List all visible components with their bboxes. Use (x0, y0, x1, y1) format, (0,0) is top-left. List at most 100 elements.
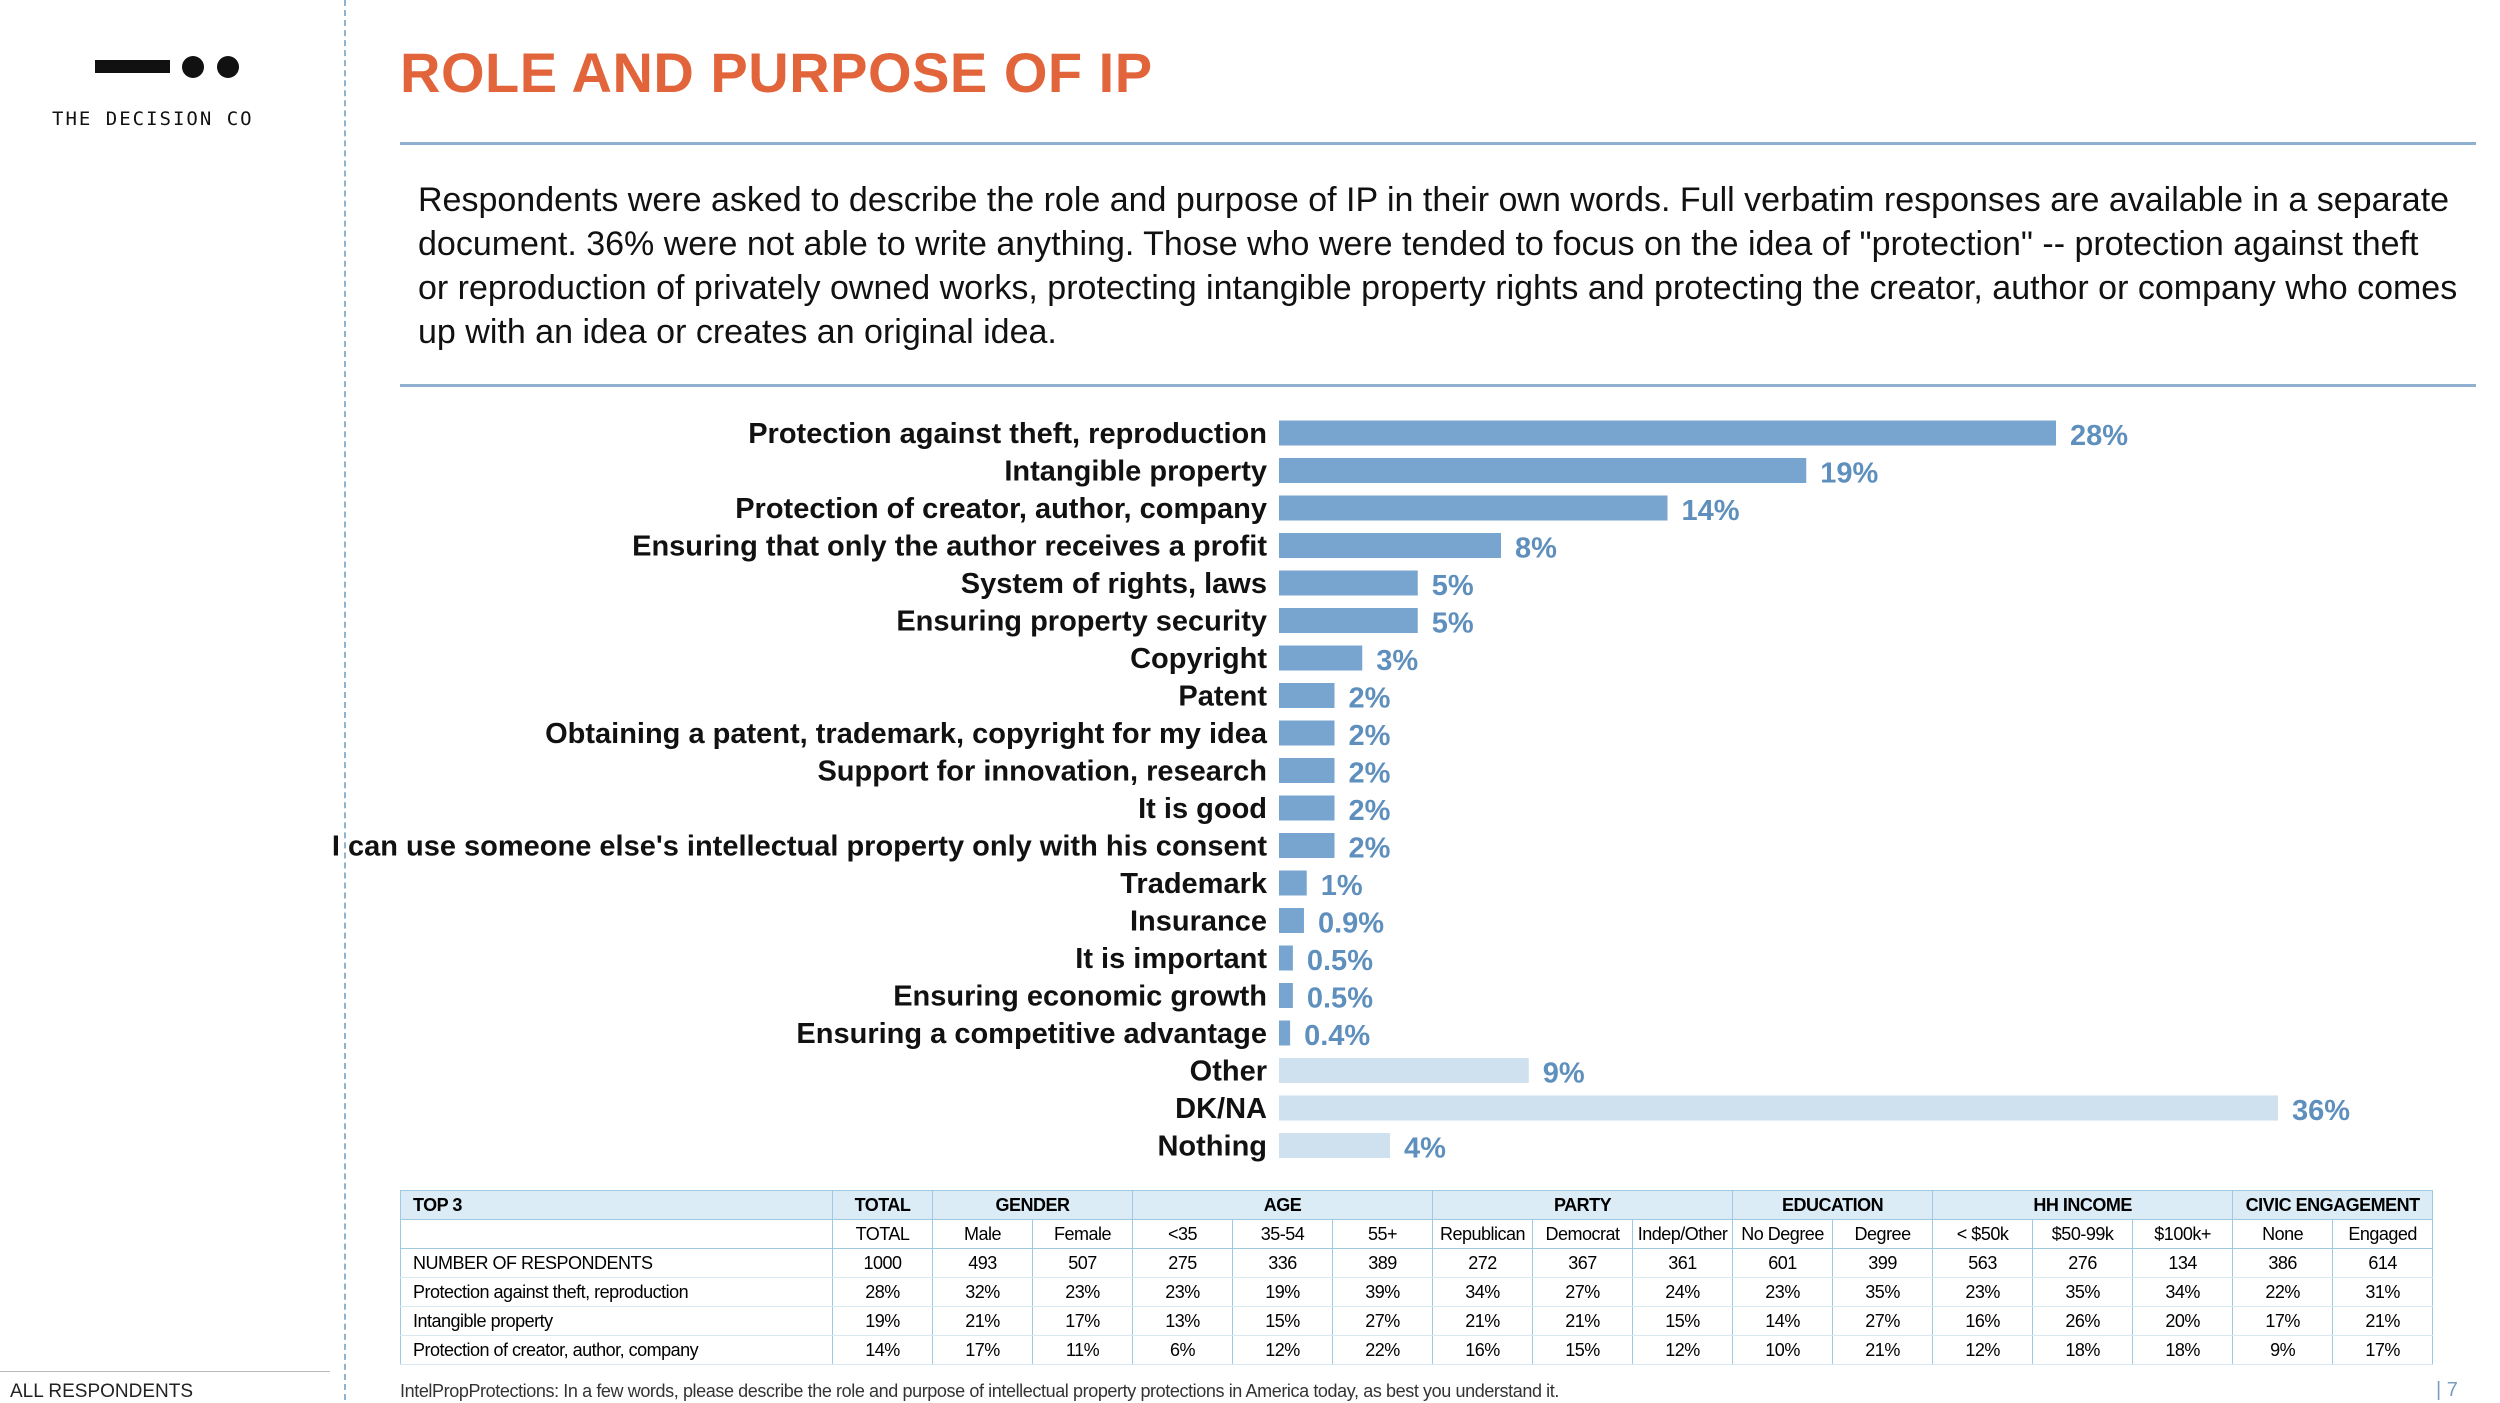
column-header: 55+ (1332, 1219, 1434, 1249)
table-title: TOP 3 (400, 1190, 833, 1220)
intro-paragraph: Respondents were asked to describe the r… (418, 181, 2458, 351)
table-cell: 22% (2232, 1277, 2334, 1307)
table-cell: 31% (2332, 1277, 2434, 1307)
table-cell: 275 (1132, 1248, 1234, 1278)
data-label: 3% (1376, 645, 1418, 677)
table-cell: 21% (2332, 1306, 2434, 1336)
table-cell: 21% (1832, 1335, 1934, 1365)
bar (1279, 870, 1307, 896)
bar (1279, 570, 1418, 596)
category-label: Ensuring that only the author receives a… (632, 531, 1267, 563)
table-cell: 35% (1832, 1277, 1934, 1307)
table-cell: 27% (1532, 1277, 1634, 1307)
data-label: 0.9% (1318, 908, 1384, 940)
brand-name: THE DECISION CO (52, 108, 254, 130)
row-label: Protection of creator, author, company (400, 1335, 833, 1365)
table-cell: 134 (2132, 1248, 2234, 1278)
column-header: Democrat (1532, 1219, 1634, 1249)
table-cell: 23% (1132, 1277, 1234, 1307)
category-label: DK/NA (1175, 1093, 1267, 1125)
intro-divider (400, 384, 2476, 387)
table-row: Protection of creator, author, company 14… (400, 1335, 2434, 1365)
table-cell: 17% (2332, 1335, 2434, 1365)
page-number: | 7 (2436, 1379, 2458, 1401)
logo-dot-shape (217, 56, 239, 78)
table-cell: 15% (1532, 1335, 1634, 1365)
table-cell: 361 (1632, 1248, 1734, 1278)
category-label: Trademark (1120, 868, 1268, 900)
table-cell: 1000 (832, 1248, 933, 1278)
table-cell: 389 (1332, 1248, 1434, 1278)
table-cell: 34% (2132, 1277, 2234, 1307)
category-label: Ensuring property security (896, 606, 1267, 638)
bar (1279, 683, 1335, 708)
bar (1279, 983, 1293, 1008)
data-label: 0.4% (1304, 1020, 1370, 1052)
column-header: Male (932, 1219, 1033, 1249)
table-cell: 32% (932, 1277, 1033, 1307)
bar (1279, 758, 1335, 783)
bar (1279, 1133, 1390, 1158)
column-header: 35-54 (1232, 1219, 1334, 1249)
table-cell: 12% (1632, 1335, 1734, 1365)
table-cell: 16% (1432, 1335, 1534, 1365)
table-cell: 28% (832, 1277, 933, 1307)
crosstab-table: TOP 3 TOTAL GENDER AGE PARTY EDUCATION HH INCO… (400, 1190, 2434, 1365)
data-label: 19% (1820, 458, 1878, 490)
table-cell: 493 (932, 1248, 1033, 1278)
group-header: EDUCATION (1732, 1190, 1934, 1220)
table-cell: 272 (1432, 1248, 1534, 1278)
table-cell: 276 (2032, 1248, 2134, 1278)
table-cell: 14% (1732, 1306, 1834, 1336)
data-label: 9% (1543, 1058, 1585, 1090)
table-cell: 12% (1932, 1335, 2034, 1365)
category-label: Protection against theft, reproduction (748, 418, 1267, 450)
header-divider (400, 142, 2476, 145)
group-header: HH INCOME (1932, 1190, 2234, 1220)
table-cell: 34% (1432, 1277, 1534, 1307)
category-label: Ensuring economic growth (893, 981, 1267, 1013)
table-cell: 21% (1432, 1306, 1534, 1336)
logo-bar-shape (95, 60, 170, 73)
table-cell: 367 (1532, 1248, 1634, 1278)
group-header: AGE (1132, 1190, 1434, 1220)
column-header: $50-99k (2032, 1219, 2134, 1249)
table-cell: 14% (832, 1335, 933, 1365)
row-label: Intangible property (400, 1306, 833, 1336)
table-cell: 13% (1132, 1306, 1234, 1336)
bar (1279, 720, 1335, 746)
column-header: <35 (1132, 1219, 1234, 1249)
data-label: 0.5% (1307, 983, 1373, 1015)
column-header: Republican (1432, 1219, 1534, 1249)
table-cell: 23% (1932, 1277, 2034, 1307)
data-label: 2% (1349, 833, 1391, 865)
data-label: 5% (1432, 608, 1474, 640)
table-cell: 20% (2132, 1306, 2234, 1336)
bar (1279, 908, 1304, 933)
table-cell: 12% (1232, 1335, 1334, 1365)
table-cell: 399 (1832, 1248, 1934, 1278)
bar (1279, 420, 2056, 446)
data-label: 4% (1404, 1133, 1446, 1165)
column-header: $100k+ (2132, 1219, 2234, 1249)
table-row: Protection against theft, reproduction 28… (400, 1277, 2434, 1307)
category-label: It is important (1075, 943, 1267, 975)
group-header: PARTY (1432, 1190, 1734, 1220)
table-cell: 23% (1031, 1277, 1134, 1307)
table-group-header-row: TOP 3 TOTAL GENDER AGE PARTY EDUCATION HH INCO… (400, 1190, 2434, 1220)
table-cell: 22% (1332, 1335, 1434, 1365)
category-label: Protection of creator, author, company (735, 493, 1267, 525)
category-label: Copyright (1130, 643, 1267, 675)
table-cell: 563 (1932, 1248, 2034, 1278)
footer-divider (0, 1371, 330, 1372)
table-corner-cell (400, 1219, 833, 1249)
table-cell: 15% (1632, 1306, 1734, 1336)
category-label: Insurance (1130, 906, 1267, 938)
table-cell: 19% (832, 1306, 933, 1336)
data-label: 1% (1321, 870, 1363, 902)
table-row: NUMBER OF RESPONDENTS 1000 493 507 275 336 389… (400, 1248, 2434, 1278)
data-label: 14% (1682, 495, 1740, 527)
data-label: 36% (2292, 1095, 2350, 1127)
group-header: GENDER (931, 1190, 1134, 1220)
category-label: Patent (1178, 681, 1267, 713)
